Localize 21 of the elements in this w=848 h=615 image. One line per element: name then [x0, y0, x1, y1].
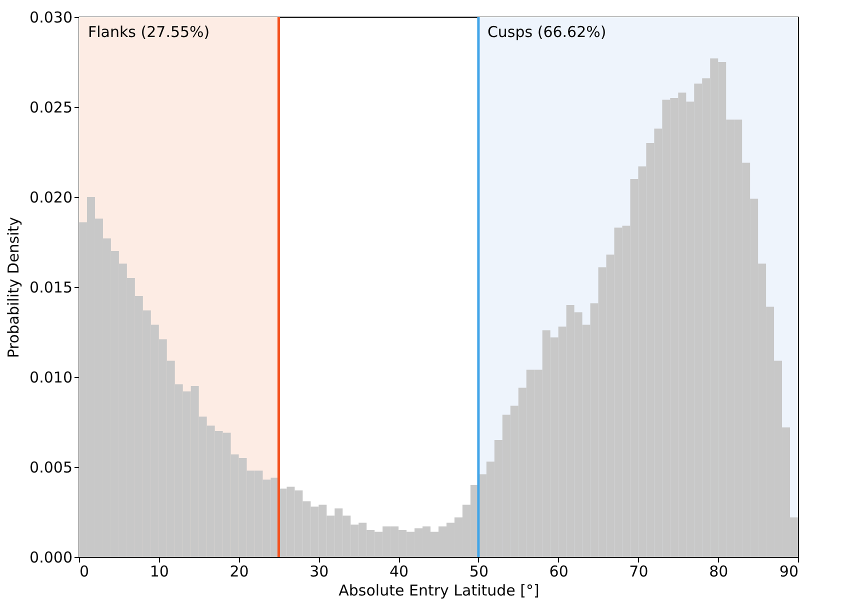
y-tick-label: 0.005 — [30, 458, 72, 476]
x-tick-label: 80 — [709, 562, 728, 580]
band-label: Cusps (66.62%) — [487, 23, 606, 41]
x-tick-label: 10 — [150, 562, 169, 580]
y-tick-label: 0.030 — [30, 8, 72, 26]
x-tick-label: 20 — [230, 562, 249, 580]
x-tick-label: 70 — [629, 562, 648, 580]
y-tick-label: 0.010 — [30, 368, 72, 386]
y-axis-title: Probability Density — [4, 216, 23, 358]
y-tick-label: 0.025 — [30, 98, 72, 116]
x-tick-label: 30 — [310, 562, 329, 580]
x-tick-label: 90 — [779, 562, 798, 580]
x-tick-label: 40 — [390, 562, 409, 580]
y-tick-label: 0.020 — [30, 188, 72, 206]
x-axis-title: Absolute Entry Latitude [°] — [338, 582, 540, 600]
x-tick-label: 60 — [549, 562, 568, 580]
x-tick-label: 0 — [80, 562, 90, 580]
y-tick-label: 0.000 — [30, 548, 72, 566]
y-tick-label: 0.015 — [30, 278, 72, 296]
band-label: Flanks (27.55%) — [88, 23, 210, 41]
x-tick-label: 50 — [469, 562, 488, 580]
